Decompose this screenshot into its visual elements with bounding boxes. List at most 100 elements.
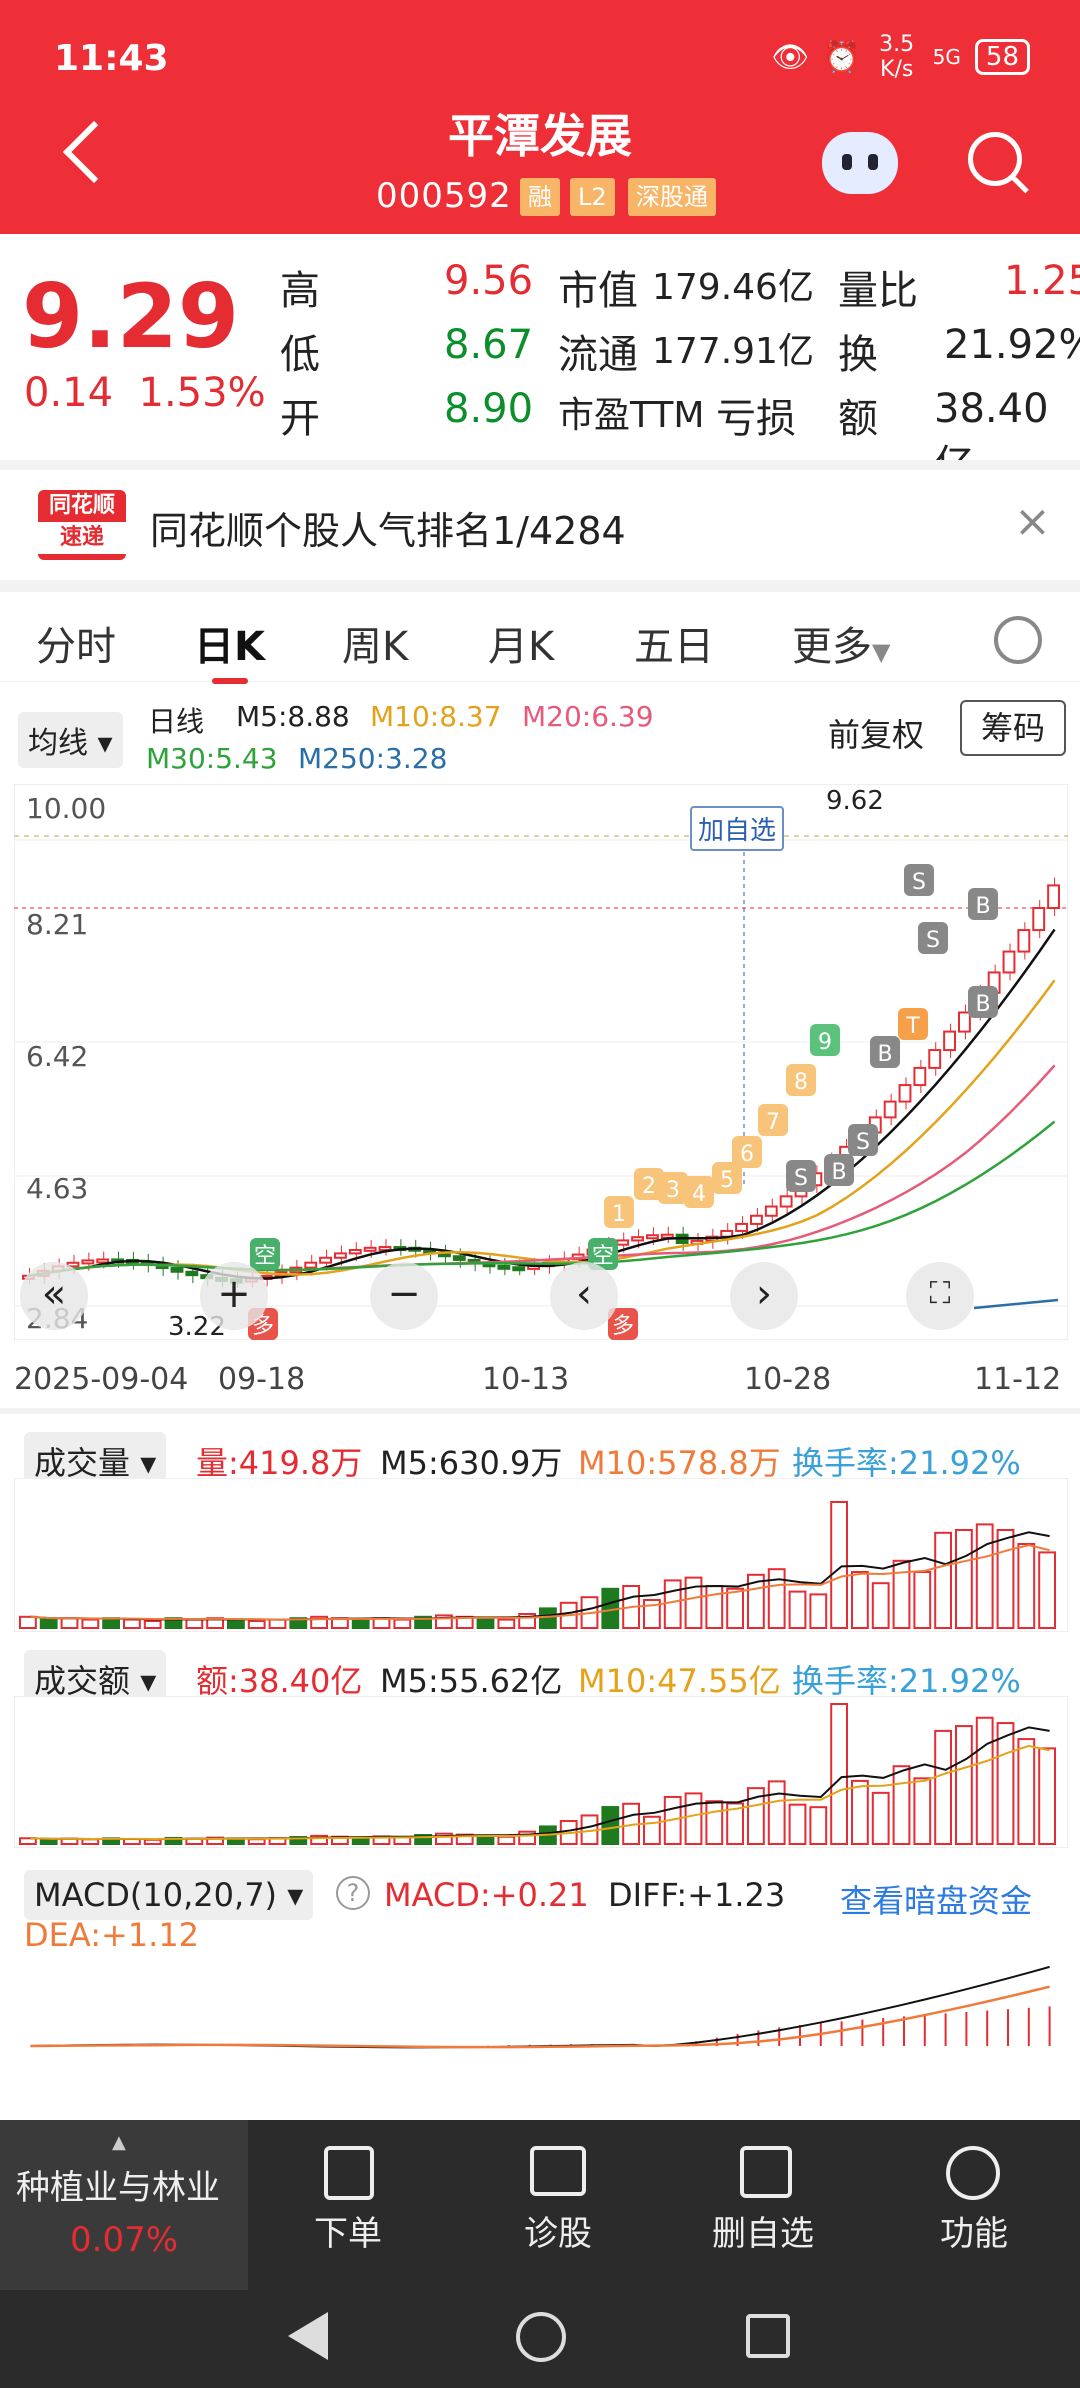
candle xyxy=(1002,950,1016,974)
zoom-in-icon[interactable]: + xyxy=(200,1262,268,1330)
high-marker: 9.62 xyxy=(826,786,884,816)
adjust-toggle[interactable]: 前复权 xyxy=(828,716,925,754)
order-icon[interactable] xyxy=(324,2146,374,2200)
value-low: 8.67 xyxy=(444,322,534,368)
order-button[interactable]: 下单 xyxy=(314,2214,382,2254)
signal-badge-label: 2 xyxy=(642,1174,656,1199)
volume-bar xyxy=(684,1576,703,1629)
macd-frame xyxy=(14,1950,1068,2060)
macd-dropdown[interactable]: MACD(10,20,7) ▾ xyxy=(24,1870,314,1920)
close-icon[interactable]: × xyxy=(1014,496,1051,547)
signal-badge-label: T xyxy=(905,1014,920,1039)
value-high: 9.56 xyxy=(444,258,534,304)
remove-watch-button[interactable]: 删自选 xyxy=(712,2214,814,2254)
x-tick-2: 09-18 xyxy=(218,1362,306,1397)
signal-badge-label: S xyxy=(912,870,926,895)
signal-badge-label: 1 xyxy=(612,1202,626,1227)
signal-badge-label: B xyxy=(877,1042,892,1067)
volume-bar xyxy=(934,1531,953,1629)
macd-chart xyxy=(14,1950,1068,2060)
ma30-label: M30:5.43 xyxy=(146,742,278,775)
amount-bar xyxy=(310,1834,329,1845)
candle xyxy=(363,1246,377,1252)
label-amount: 额 xyxy=(838,396,878,442)
amount-bar xyxy=(435,1832,453,1845)
fullscreen-icon[interactable]: ⛶ xyxy=(906,1262,974,1330)
volume-bar xyxy=(851,1571,869,1629)
signal-badge-label: 空 xyxy=(254,1244,276,1269)
scroll-left-icon[interactable]: ‹ xyxy=(550,1262,618,1330)
candle xyxy=(319,1256,332,1264)
volume-bar xyxy=(830,1501,849,1629)
nav-back-icon[interactable] xyxy=(288,2312,328,2360)
label-vol-ratio: 量比 xyxy=(838,268,918,314)
candle xyxy=(348,1248,362,1255)
zoom-out-icon[interactable]: − xyxy=(370,1262,438,1330)
y-tick-2: 8.21 xyxy=(26,908,89,941)
tab-monthly[interactable]: 月K xyxy=(488,624,555,670)
kline-chart[interactable]: 12 3 456789SSSS BBBBT空 空多多 xyxy=(14,784,1068,1340)
amount-bar xyxy=(81,1838,100,1846)
volume-bar xyxy=(268,1618,287,1630)
value-open: 8.90 xyxy=(444,386,534,432)
add-watch-marker[interactable]: 加自选 xyxy=(690,806,785,851)
volume-bar xyxy=(414,1615,433,1630)
signal-badge-label: 多 xyxy=(612,1314,634,1339)
diagnose-button[interactable]: 诊股 xyxy=(524,2214,592,2254)
signal-badge xyxy=(968,986,998,1018)
amount-bar xyxy=(809,1806,828,1845)
banner-text: 同花顺个股人气排名1/4284 xyxy=(150,509,626,553)
tab-weekly[interactable]: 周K xyxy=(342,624,409,670)
signal-badge xyxy=(604,1196,634,1228)
volume-bar xyxy=(143,1620,162,1629)
label-open: 开 xyxy=(280,396,320,442)
chips-button[interactable]: 筹码 xyxy=(960,700,1066,756)
tab-five-day[interactable]: 五日 xyxy=(634,624,714,670)
amount-bar xyxy=(414,1833,433,1845)
signal-badge-label: S xyxy=(794,1166,808,1191)
stock-code: 000592 xyxy=(376,176,512,216)
volume-bar xyxy=(975,1523,994,1629)
volume-m10-line xyxy=(30,1544,1050,1621)
alarm-icon: ⏰ xyxy=(823,39,861,75)
function-button[interactable]: 功能 xyxy=(940,2214,1008,2254)
news-banner[interactable]: 同花顺 速递 同花顺个股人气排名1/4284 × xyxy=(0,470,1080,580)
signal-badge-label: 9 xyxy=(818,1030,832,1055)
amount-bar xyxy=(705,1800,724,1845)
robot-assistant-icon[interactable] xyxy=(822,132,898,194)
amount-bar xyxy=(871,1791,890,1845)
signal-badge-label: S xyxy=(926,928,940,953)
volume-bar xyxy=(705,1585,724,1629)
nav-home-icon[interactable] xyxy=(516,2312,566,2362)
sector-change: 0.07% xyxy=(70,2220,179,2260)
nav-recents-icon[interactable] xyxy=(746,2314,790,2358)
tab-more[interactable]: 更多▼ xyxy=(792,624,891,670)
x-tick-4: 10-28 xyxy=(744,1362,832,1397)
volume-bar xyxy=(102,1617,120,1629)
scroll-right-icon[interactable]: › xyxy=(730,1262,798,1330)
volume-turnover: 换手率:21.92% xyxy=(792,1444,1021,1482)
dea-line xyxy=(30,1985,1050,2049)
candle xyxy=(735,1222,749,1232)
remove-watch-icon[interactable] xyxy=(740,2146,792,2198)
tab-daily[interactable]: 日K xyxy=(194,624,265,670)
tag-connect: 深股通 xyxy=(628,178,716,216)
y-tick-3: 6.42 xyxy=(26,1040,89,1073)
search-icon[interactable] xyxy=(968,132,1022,186)
ma5-label: M5:8.88 xyxy=(236,700,350,733)
sector-name: 种植业与林业 xyxy=(16,2168,220,2208)
help-icon[interactable]: ? xyxy=(336,1876,370,1910)
diagnose-icon[interactable] xyxy=(530,2146,586,2196)
function-icon[interactable] xyxy=(946,2146,1000,2200)
indicator-dropdown[interactable]: 均线 ▾ xyxy=(18,712,123,768)
sector-card[interactable]: ▲ 种植业与林业 0.07% xyxy=(0,2120,248,2290)
volume-bar xyxy=(892,1559,911,1629)
settings-icon[interactable] xyxy=(994,616,1042,664)
tab-intraday[interactable]: 分时 xyxy=(36,624,116,670)
amount-m5: M5:55.62亿 xyxy=(380,1662,563,1700)
candle xyxy=(616,1239,630,1246)
scroll-left-fast-icon[interactable]: « xyxy=(20,1262,88,1330)
volume-bar xyxy=(809,1593,828,1629)
volume-value: 量:419.8万 xyxy=(196,1444,363,1482)
dark-pool-link[interactable]: 查看暗盘资金 xyxy=(840,1882,1033,1920)
